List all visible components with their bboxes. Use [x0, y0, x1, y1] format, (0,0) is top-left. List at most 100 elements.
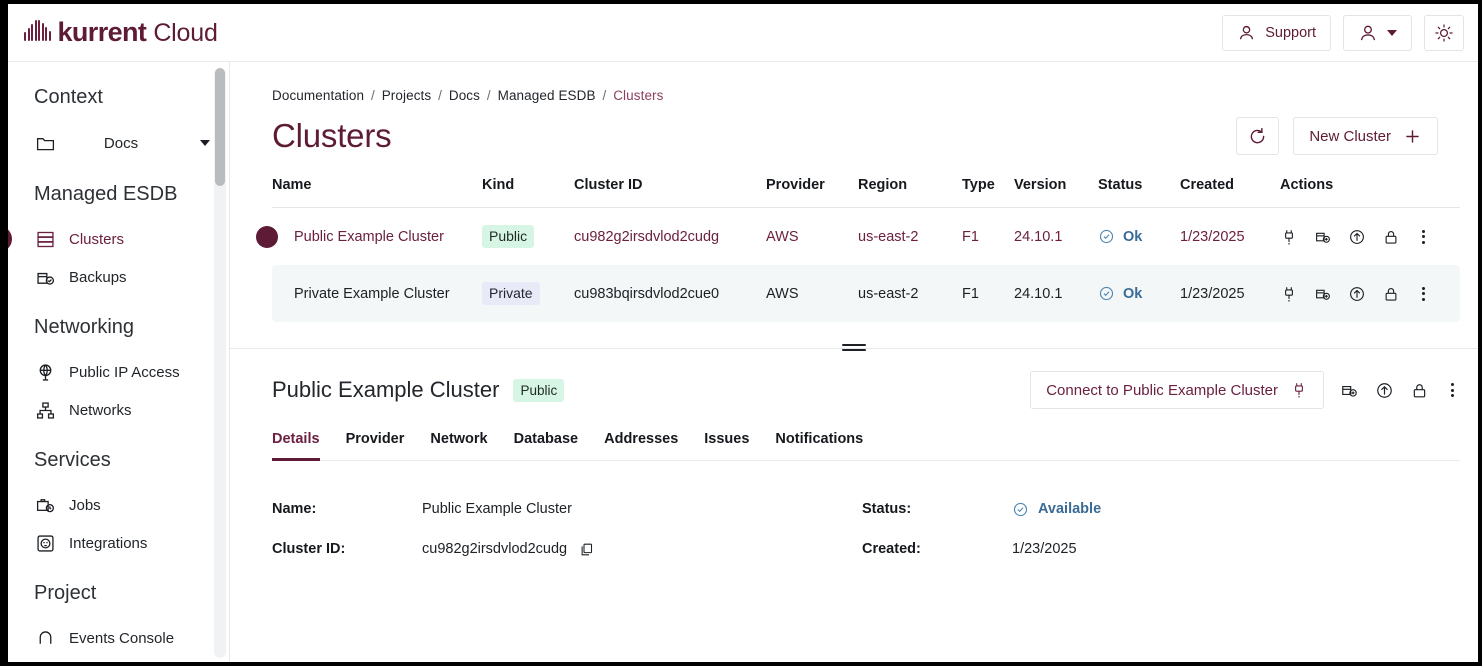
cell-region: us-east-2 — [858, 207, 962, 265]
panel-resize-handle[interactable] — [842, 344, 866, 351]
sidebar-group-networking: Networking Public IP Access — [8, 316, 230, 429]
sidebar-group-title-context: Context — [34, 86, 103, 108]
theme-toggle-button[interactable] — [1424, 14, 1464, 51]
sidebar-group-title-managed-esdb: Managed ESDB — [34, 183, 178, 205]
main-header: Documentation / Projects / Docs / Manage… — [230, 62, 1478, 155]
brand-logo[interactable]: kurrent Cloud — [24, 17, 218, 48]
refresh-button[interactable] — [1236, 117, 1280, 155]
kebab-icon[interactable] — [1416, 229, 1431, 244]
tab-network[interactable]: Network — [430, 431, 488, 447]
cluster-name-link[interactable]: Public Example Cluster — [294, 228, 444, 245]
plug-icon[interactable] — [1280, 228, 1298, 246]
plus-icon — [1403, 127, 1422, 146]
breadcrumb-item-projects[interactable]: Projects — [381, 88, 432, 103]
status-badge: Ok — [1098, 228, 1180, 245]
sidebar-group-title-networking: Networking — [34, 316, 135, 338]
upgrade-icon[interactable] — [1348, 285, 1366, 303]
col-version[interactable]: Version — [1014, 177, 1067, 193]
detail-actions: Connect to Public Example Cluster — [1030, 371, 1460, 409]
cell-created: 1/23/2025 — [1180, 265, 1280, 322]
status-text: Ok — [1123, 285, 1143, 302]
cell-type: F1 — [962, 265, 1014, 322]
plug-icon[interactable] — [1280, 285, 1298, 303]
sidebar-item-events-console[interactable]: Events Console — [8, 619, 230, 657]
table-body: Public Example Cluster Public cu982g2irs… — [256, 207, 1460, 322]
col-provider[interactable]: Provider — [766, 177, 825, 193]
status-text: Ok — [1123, 228, 1143, 245]
body-split: Context Docs Managed ESDB — [8, 62, 1478, 662]
support-button[interactable]: Support — [1222, 14, 1331, 51]
sidebar-scrollbar[interactable] — [214, 68, 226, 658]
cluster-name-link[interactable]: Private Example Cluster — [294, 285, 450, 302]
col-name[interactable]: Name — [272, 177, 312, 193]
col-created[interactable]: Created — [1180, 177, 1234, 193]
cell-actions — [1280, 265, 1460, 322]
col-region[interactable]: Region — [858, 177, 908, 193]
detail-fields-left: Name: Public Example Cluster Cluster ID:… — [272, 489, 862, 569]
table-row[interactable]: Private Example Cluster Private cu983bqi… — [272, 265, 1460, 322]
context-value: Docs — [103, 134, 139, 152]
detail-header: Public Example Cluster Public Connect to… — [272, 371, 1460, 409]
globe-icon — [34, 361, 56, 383]
sidebar-item-clusters[interactable]: Clusters — [8, 220, 230, 258]
sidebar-item-jobs[interactable]: Jobs — [8, 486, 230, 524]
lock-icon[interactable] — [1382, 228, 1400, 246]
cell-actions — [1280, 207, 1460, 265]
cell-name[interactable]: Public Example Cluster — [256, 207, 482, 265]
context-selector[interactable]: Docs — [8, 123, 230, 163]
kebab-icon[interactable] — [1416, 286, 1431, 301]
sidebar-item-backups[interactable]: Backups — [8, 258, 230, 296]
sidebar-item-label: Jobs — [69, 496, 101, 514]
console-icon — [34, 627, 56, 649]
kebab-icon[interactable] — [1445, 383, 1460, 397]
check-circle-icon — [1098, 228, 1115, 245]
sidebar-group-context: Context Docs — [8, 86, 230, 163]
col-type[interactable]: Type — [962, 177, 995, 193]
chevron-down-icon — [1387, 29, 1397, 36]
sidebar-item-networks[interactable]: Networks — [8, 391, 230, 429]
tab-issues[interactable]: Issues — [704, 431, 750, 447]
cell-status: Ok — [1098, 207, 1180, 265]
breadcrumb-separator: / — [438, 88, 442, 103]
server-icon — [34, 228, 56, 250]
breadcrumb-item-documentation[interactable]: Documentation — [272, 88, 365, 103]
sidebar-item-integrations[interactable]: Integrations — [8, 524, 230, 562]
connect-button[interactable]: Connect to Public Example Cluster — [1030, 371, 1324, 409]
table-row[interactable]: Public Example Cluster Public cu982g2irs… — [256, 207, 1460, 265]
col-kind[interactable]: Kind — [482, 177, 515, 193]
breadcrumb-current: Clusters — [613, 88, 664, 103]
tab-provider[interactable]: Provider — [345, 431, 405, 447]
copy-icon[interactable] — [579, 542, 594, 557]
tab-addresses[interactable]: Addresses — [604, 431, 679, 447]
sidebar-item-public-ip-access[interactable]: Public IP Access — [8, 353, 230, 391]
title-row: Clusters New Cluster — [272, 117, 1438, 155]
main-content: Documentation / Projects / Docs / Manage… — [230, 62, 1478, 662]
lock-icon[interactable] — [1410, 381, 1429, 400]
new-cluster-button[interactable]: New Cluster — [1293, 117, 1438, 155]
cell-name[interactable]: Private Example Cluster — [272, 265, 482, 322]
tab-details[interactable]: Details — [272, 431, 320, 461]
account-menu-button[interactable] — [1343, 14, 1412, 51]
backup-add-icon[interactable] — [1340, 381, 1359, 400]
lock-icon[interactable] — [1382, 285, 1400, 303]
cell-provider: AWS — [766, 265, 858, 322]
tab-database[interactable]: Database — [513, 431, 579, 447]
page-title: Clusters — [272, 117, 392, 154]
col-actions: Actions — [1280, 177, 1334, 193]
upgrade-icon[interactable] — [1348, 228, 1366, 246]
sidebar-scrollbar-thumb[interactable] — [215, 68, 225, 186]
backup-add-icon[interactable] — [1314, 228, 1332, 246]
tab-notifications[interactable]: Notifications — [775, 431, 864, 447]
breadcrumb-item-managed-esdb[interactable]: Managed ESDB — [497, 88, 596, 103]
breadcrumb-separator: / — [370, 88, 375, 103]
breadcrumb-separator: / — [486, 88, 491, 103]
upgrade-icon[interactable] — [1375, 381, 1394, 400]
breadcrumb-item-docs[interactable]: Docs — [448, 88, 481, 103]
sidebar-item-label: Backups — [69, 268, 127, 286]
sidebar: Context Docs Managed ESDB — [8, 62, 230, 662]
backup-add-icon[interactable] — [1314, 285, 1332, 303]
field-value-status: Available — [1012, 501, 1101, 518]
col-cluster-id[interactable]: Cluster ID — [574, 177, 643, 193]
row-actions — [1280, 285, 1460, 303]
col-status[interactable]: Status — [1098, 177, 1143, 193]
